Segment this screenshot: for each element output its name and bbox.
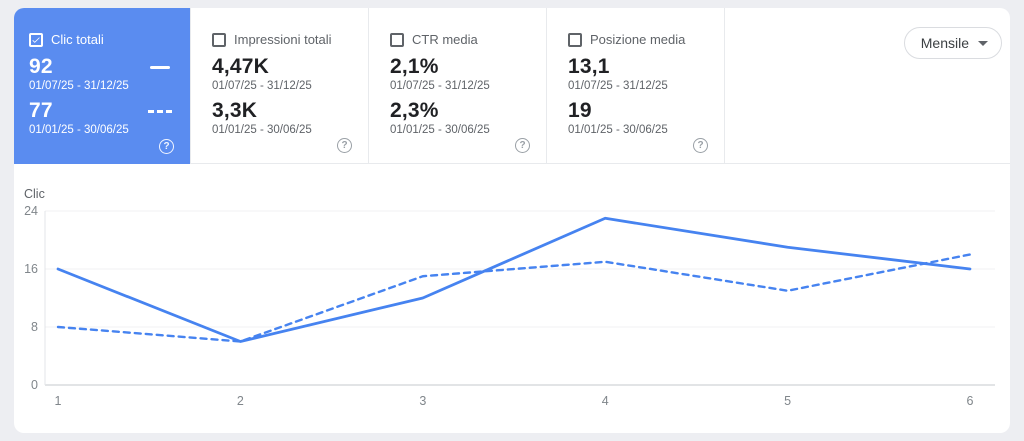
metric-card-posizione-media[interactable]: Posizione media 13,1 01/07/25 - 31/12/25… — [546, 8, 724, 164]
y-axis-tick-label: 16 — [24, 262, 38, 276]
metric-card-impressioni-totali[interactable]: Impressioni totali 4,47K 01/07/25 - 31/1… — [190, 8, 368, 164]
cards-row-spacer: Mensile — [724, 8, 1010, 164]
current-period-line — [56, 216, 972, 343]
metric-current-range: 01/07/25 - 31/12/25 — [29, 80, 129, 92]
help-icon[interactable]: ? — [693, 138, 708, 153]
metric-current-value: 13,1 — [568, 55, 610, 78]
metric-previous-range: 01/01/25 - 30/06/25 — [390, 124, 490, 136]
metric-current-value: 4,47K — [212, 55, 270, 78]
ctr-media-checkbox-unchecked[interactable] — [390, 32, 404, 47]
checkmark-icon — [32, 36, 40, 43]
metric-previous-value: 3,3K — [212, 99, 258, 122]
x-axis-tick-label: 3 — [419, 394, 426, 408]
y-axis-tick-label: 24 — [24, 204, 38, 218]
clic-totali-checkbox-checked[interactable] — [29, 32, 43, 47]
period-dropdown-label: Mensile — [920, 35, 969, 51]
metric-previous-value: 77 — [29, 99, 53, 122]
metric-current-range: 01/07/25 - 31/12/25 — [390, 80, 490, 92]
search-console-performance-panel: Clic totali 92 01/07/25 - 31/12/25 77 01… — [14, 8, 1010, 433]
metric-cards-row: Clic totali 92 01/07/25 - 31/12/25 77 01… — [14, 8, 1010, 164]
metric-current-value: 2,1% — [390, 55, 439, 78]
x-axis-tick-label: 2 — [237, 394, 244, 408]
chevron-down-icon — [978, 40, 988, 46]
period-dropdown-button[interactable]: Mensile — [903, 27, 1002, 59]
solid-line-legend-icon — [150, 65, 170, 69]
x-axis-tick-label: 1 — [55, 394, 62, 408]
metric-previous-value: 19 — [568, 99, 592, 122]
metric-label: Clic totali — [51, 32, 104, 47]
metric-label: Posizione media — [590, 32, 686, 47]
y-axis-tick-label: 0 — [31, 378, 38, 392]
x-axis-tick-label: 5 — [784, 394, 791, 408]
help-icon[interactable]: ? — [515, 138, 530, 153]
metric-current-value: 92 — [29, 55, 53, 78]
metric-label: Impressioni totali — [234, 32, 332, 47]
metric-current-range: 01/07/25 - 31/12/25 — [212, 80, 312, 92]
x-axis-tick-label: 4 — [602, 394, 609, 408]
help-icon[interactable]: ? — [159, 139, 174, 154]
metric-card-ctr-media[interactable]: CTR media 2,1% 01/07/25 - 31/12/25 2,3% … — [368, 8, 546, 164]
impressioni-totali-checkbox-unchecked[interactable] — [212, 32, 226, 47]
help-icon[interactable]: ? — [337, 138, 352, 153]
metric-previous-range: 01/01/25 - 30/06/25 — [29, 124, 129, 136]
previous-period-line — [56, 253, 972, 343]
metric-previous-range: 01/01/25 - 30/06/25 — [568, 124, 668, 136]
metric-previous-value: 2,3% — [390, 99, 439, 122]
y-axis-title: Clic — [24, 187, 45, 201]
metric-card-clic-totali[interactable]: Clic totali 92 01/07/25 - 31/12/25 77 01… — [14, 8, 190, 164]
dashed-line-legend-icon — [148, 109, 172, 113]
posizione-media-checkbox-unchecked[interactable] — [568, 32, 582, 47]
metric-previous-range: 01/01/25 - 30/06/25 — [212, 124, 312, 136]
clicks-line-chart[interactable]: 0 8 16 24 Clic 1 2 3 4 5 6 — [14, 164, 1010, 433]
clicks-chart-area[interactable]: 0 8 16 24 Clic 1 2 3 4 5 6 — [14, 164, 1010, 433]
x-axis-tick-label: 6 — [967, 394, 974, 408]
y-axis-tick-label: 8 — [31, 320, 38, 334]
metric-current-range: 01/07/25 - 31/12/25 — [568, 80, 668, 92]
metric-label: CTR media — [412, 32, 478, 47]
